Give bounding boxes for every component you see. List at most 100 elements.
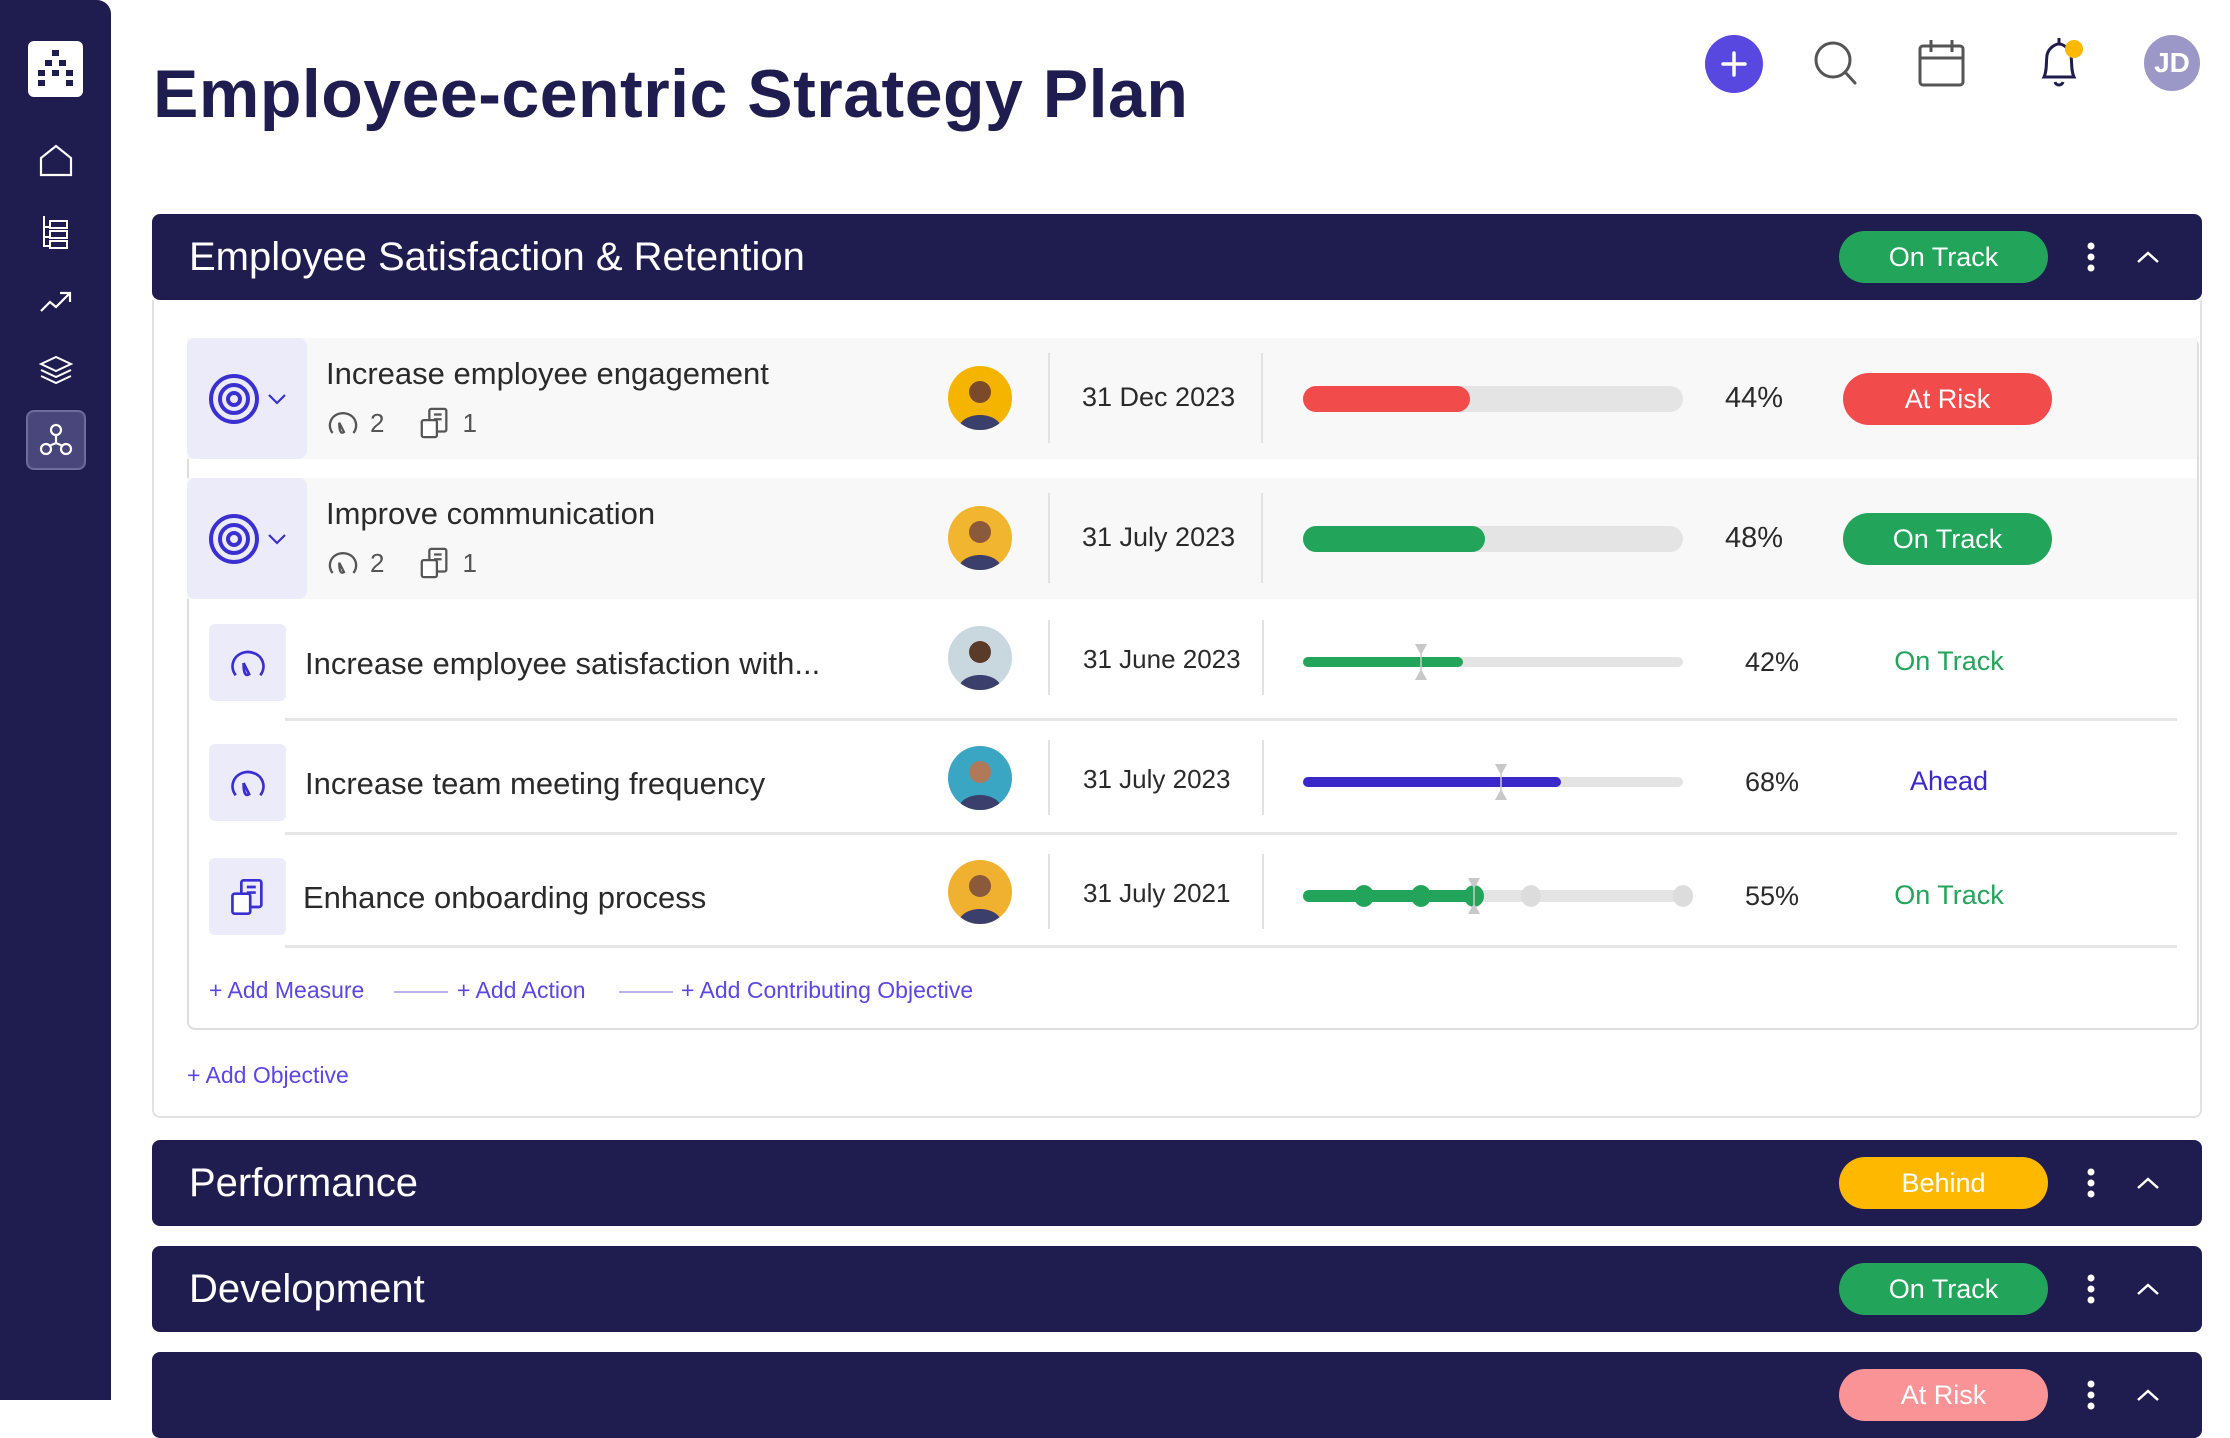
section-header-fourth[interactable]: At Risk: [152, 1352, 2202, 1438]
sub-item-title[interactable]: Increase employee satisfaction with...: [305, 646, 821, 681]
person-photo: [948, 746, 1012, 810]
milestone-dot[interactable]: [1673, 885, 1693, 907]
progress-percent: 68%: [1745, 767, 1800, 797]
user-avatar[interactable]: JD: [2144, 35, 2200, 91]
hierarchy-list-icon: [43, 216, 68, 249]
objective-title[interactable]: Improve communication: [326, 496, 656, 531]
sub-item-row[interactable]: Increase team meeting frequency 31 July …: [187, 720, 2197, 834]
sidebar-item-home[interactable]: [26, 130, 86, 190]
gauge-icon: [328, 552, 358, 575]
section-title: Employee Satisfaction & Retention: [189, 235, 805, 279]
row-separator: [285, 945, 2177, 948]
add-action-link[interactable]: + Add Action: [457, 977, 586, 1003]
more-options-button[interactable]: [2081, 1163, 2101, 1203]
milestone-progress-bar: [1303, 885, 1693, 907]
target-icon: [209, 373, 259, 424]
logo-icon: [38, 50, 73, 86]
chevron-up-icon: [2137, 1177, 2159, 1189]
page-title: Employee-centric Strategy Plan: [153, 56, 1189, 132]
layers-icon: [38, 355, 74, 385]
section-status-badge: Behind: [1839, 1157, 2048, 1209]
chevron-down-icon[interactable]: [267, 393, 287, 405]
search-button[interactable]: [1808, 35, 1864, 91]
add-measure-link[interactable]: + Add Measure: [209, 977, 365, 1003]
actions-count: 1: [462, 407, 477, 438]
progress-percent: 55%: [1745, 881, 1800, 911]
more-options-button[interactable]: [2081, 1269, 2101, 1309]
sub-item-title[interactable]: Enhance onboarding process: [303, 880, 707, 915]
progress-percent: 42%: [1745, 647, 1800, 677]
progress-bar: [1303, 386, 1683, 412]
collapse-button[interactable]: [2133, 1380, 2163, 1410]
owner-avatar[interactable]: [948, 626, 1012, 690]
person-photo: [948, 626, 1012, 690]
owner-avatar[interactable]: [948, 860, 1012, 924]
target-marker-icon: [1468, 878, 1480, 914]
progress-fill: [1303, 526, 1486, 552]
app-logo[interactable]: [28, 41, 83, 97]
objective-title[interactable]: Increase employee engagement: [326, 356, 769, 391]
progress-bar: [1303, 777, 1683, 787]
progress-fill: [1303, 777, 1562, 787]
gauge-icon: [328, 412, 358, 435]
add-objective-link[interactable]: + Add Objective: [187, 1062, 349, 1088]
divider: [1048, 353, 1050, 443]
divider: [1048, 740, 1050, 815]
chevron-down-icon[interactable]: [267, 533, 287, 545]
bell-icon: [2041, 38, 2083, 87]
section-body: [152, 300, 2202, 1118]
milestone-dot[interactable]: [1353, 885, 1374, 907]
collapse-button[interactable]: [2133, 1168, 2163, 1198]
collapse-button[interactable]: [2133, 1274, 2163, 1304]
sub-item-title[interactable]: Increase team meeting frequency: [305, 766, 766, 801]
target-marker-icon: [1494, 764, 1507, 800]
add-button[interactable]: [1705, 35, 1763, 93]
objective-expand-toggle[interactable]: [187, 338, 307, 459]
progress-bar: [1303, 526, 1683, 552]
more-options-button[interactable]: [2081, 237, 2101, 277]
milestone-dot[interactable]: [1410, 885, 1431, 907]
status-text: On Track: [1894, 646, 2004, 676]
section-header-development[interactable]: Development On Track: [152, 1246, 2202, 1332]
chevron-up-icon: [2137, 1389, 2159, 1401]
measures-count: 2: [370, 547, 385, 578]
document-icon: [421, 407, 448, 439]
due-date: 31 June 2023: [1083, 644, 1241, 674]
due-date: 31 July 2023: [1082, 522, 1236, 552]
kebab-icon: [2087, 1274, 2095, 1304]
calendar-button[interactable]: [1914, 35, 1970, 91]
plus-icon: [1721, 51, 1747, 77]
sidebar-item-hierarchy[interactable]: [26, 202, 86, 262]
objective-expand-toggle[interactable]: [187, 478, 307, 599]
more-options-button[interactable]: [2081, 1375, 2101, 1415]
notifications-button[interactable]: [2031, 35, 2087, 91]
add-contributing-objective-link[interactable]: + Add Contributing Objective: [681, 977, 974, 1003]
milestone-dot[interactable]: [1521, 885, 1541, 907]
home-icon: [39, 144, 73, 177]
section-status-badge: On Track: [1839, 1263, 2048, 1315]
sidebar-item-network[interactable]: [26, 410, 86, 470]
status-text: Ahead: [1909, 766, 1989, 796]
person-photo: [948, 860, 1012, 924]
link-divider: [394, 991, 448, 993]
sidebar-item-layers[interactable]: [26, 340, 86, 400]
owner-avatar[interactable]: [948, 366, 1012, 430]
owner-avatar[interactable]: [948, 506, 1012, 570]
measure-icon-box: [209, 624, 286, 701]
target-icon: [209, 513, 259, 564]
status-badge: On Track: [1843, 513, 2052, 565]
due-date: 31 July 2021: [1083, 878, 1231, 908]
sidebar-item-analytics[interactable]: [26, 272, 86, 332]
sub-item-row[interactable]: Increase employee satisfaction with... 3…: [187, 600, 2197, 714]
section-header-employee-satisfaction[interactable]: Employee Satisfaction & Retention On Tra…: [152, 214, 2202, 300]
status-text: On Track: [1894, 880, 2004, 910]
due-date: 31 July 2023: [1083, 764, 1231, 794]
sub-item-row[interactable]: Enhance onboarding process 31 July 2021 …: [187, 834, 2197, 948]
target-marker-icon: [1414, 644, 1427, 680]
section-header-performance[interactable]: Performance Behind: [152, 1140, 2202, 1226]
owner-avatar[interactable]: [948, 746, 1012, 810]
collapse-button[interactable]: [2133, 242, 2163, 272]
